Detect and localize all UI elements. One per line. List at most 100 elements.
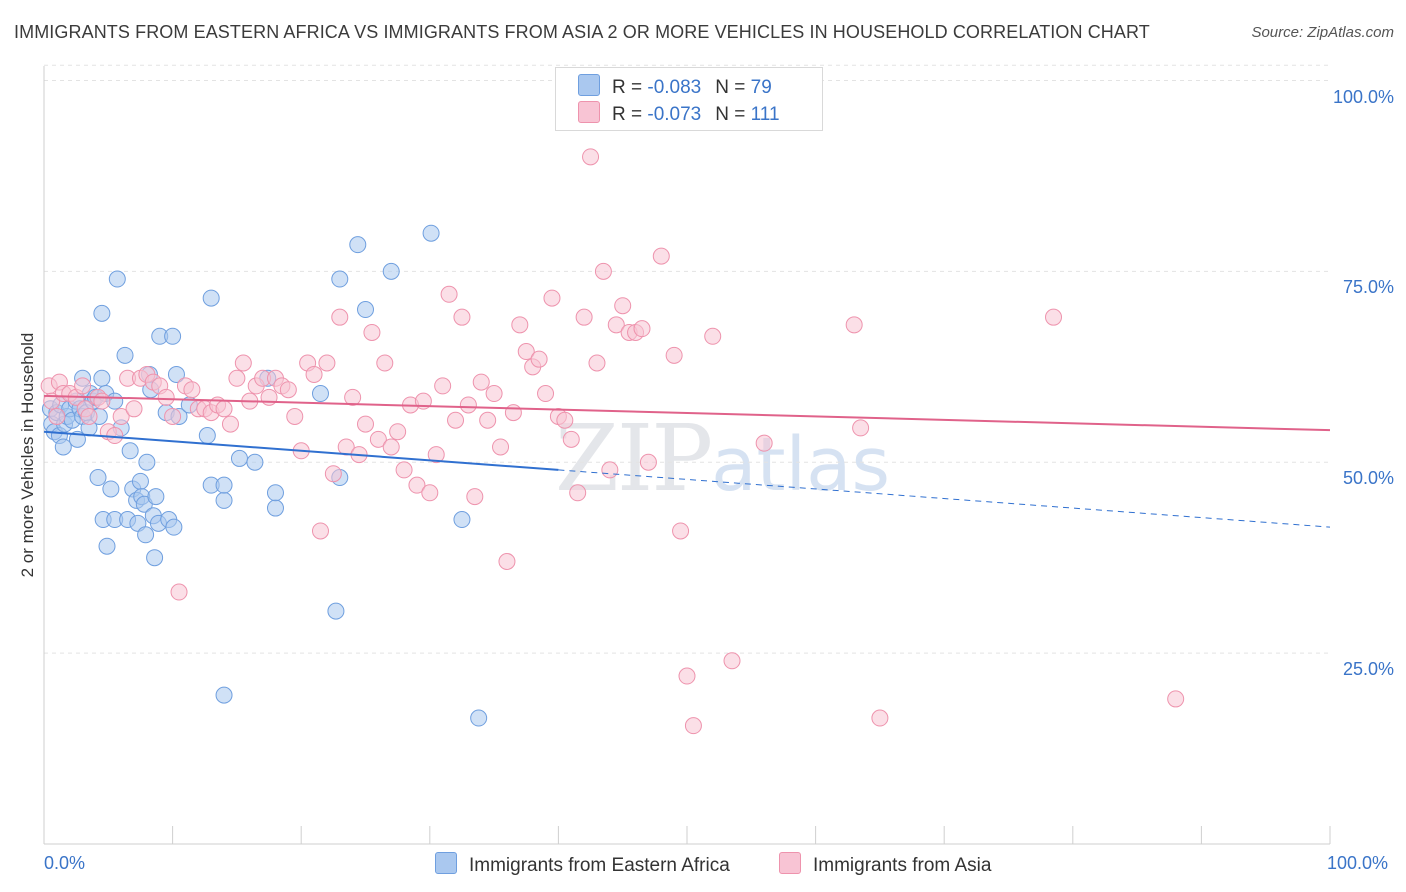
data-point-asia [517, 343, 535, 361]
data-point-asia [440, 285, 458, 303]
data-point-asia [382, 438, 400, 456]
x-tick-label-max: 100.0% [1327, 853, 1389, 873]
data-point-asia [562, 430, 580, 448]
data-point-asia [601, 461, 619, 479]
data-point-asia [395, 461, 413, 479]
data-point-asia [215, 400, 233, 418]
data-point-eastern-africa [470, 709, 488, 727]
series-legend: Immigrants from Eastern Africa Immigrant… [0, 852, 1406, 878]
legend-item-eastern-africa[interactable]: Immigrants from Eastern Africa [435, 852, 730, 877]
data-point-asia [279, 381, 297, 399]
data-point-eastern-africa [198, 427, 216, 445]
legend-row-asia: R = -0.073 N = 111 [578, 101, 780, 127]
data-point-asia [324, 465, 342, 483]
legend-swatch-blue [435, 852, 457, 874]
trend-line-asia [43, 394, 1331, 432]
data-point-eastern-africa [93, 369, 111, 387]
correlation-legend: R = -0.083 N = 79 R = -0.073 N = 111 [555, 67, 823, 131]
legend-swatch-blue [578, 74, 600, 96]
legend-row-eastern-africa: R = -0.083 N = 79 [578, 74, 772, 100]
data-point-asia [537, 385, 555, 403]
data-point-asia [485, 385, 503, 403]
data-point-eastern-africa [202, 289, 220, 307]
data-point-asia [639, 453, 657, 471]
data-point-eastern-africa [215, 686, 233, 704]
data-point-eastern-africa [121, 442, 139, 460]
data-point-asia [183, 381, 201, 399]
r-value: -0.073 [647, 104, 702, 125]
data-point-asia [228, 369, 246, 387]
data-point-asia [311, 522, 329, 540]
data-point-eastern-africa [146, 549, 164, 567]
data-point-asia [1167, 690, 1185, 708]
data-point-asia [569, 484, 587, 502]
data-point-asia [453, 308, 471, 326]
data-point-asia [170, 583, 188, 601]
data-point-eastern-africa [102, 480, 120, 498]
data-point-asia [479, 411, 497, 429]
data-point-asia [504, 404, 522, 422]
r-label: R = [612, 77, 648, 98]
data-point-asia [607, 316, 625, 334]
data-point-eastern-africa [54, 438, 72, 456]
n-label: N = [715, 104, 751, 125]
data-point-asia [633, 320, 651, 338]
data-point-eastern-africa [137, 526, 155, 544]
r-value: -0.083 [647, 77, 702, 98]
legend-item-asia[interactable]: Immigrants from Asia [779, 852, 991, 877]
data-point-eastern-africa [327, 602, 345, 620]
data-point-asia [447, 411, 465, 429]
y-tick-label: 100.0% [1332, 86, 1394, 107]
data-point-asia [472, 373, 490, 391]
source-note: Source: ZipAtlas.com [1251, 24, 1394, 41]
y-tick-label: 75.0% [1342, 277, 1394, 298]
data-point-asia [704, 327, 722, 345]
data-point-asia [852, 419, 870, 437]
data-point-asia [408, 476, 426, 494]
data-point-asia [157, 388, 175, 406]
data-point-eastern-africa [164, 327, 182, 345]
data-point-asia [672, 522, 690, 540]
y-tick-label: 25.0% [1342, 659, 1394, 680]
data-point-asia [543, 289, 561, 307]
data-point-asia [1045, 308, 1063, 326]
data-point-eastern-africa [266, 499, 284, 517]
data-point-eastern-africa [98, 537, 116, 555]
data-point-asia [845, 316, 863, 334]
data-point-asia [755, 434, 773, 452]
data-point-asia [421, 484, 439, 502]
legend-swatch-pink [578, 101, 600, 123]
data-point-asia [112, 407, 130, 425]
data-point-eastern-africa [311, 385, 329, 403]
data-point-asia [575, 308, 593, 326]
data-point-asia [234, 354, 252, 372]
data-point-asia [357, 415, 374, 433]
data-point-eastern-africa [246, 453, 264, 471]
trend-line-eastern-africa-extension [558, 469, 1331, 528]
data-point-asia [221, 415, 239, 433]
data-point-eastern-africa [422, 224, 440, 242]
chart-title: IMMIGRANTS FROM EASTERN AFRICA VS IMMIGR… [14, 22, 1150, 42]
data-point-asia [389, 423, 407, 441]
n-value: 79 [750, 77, 772, 98]
data-point-eastern-africa [138, 453, 156, 471]
data-point-eastern-africa [215, 476, 233, 494]
data-point-asia [331, 308, 349, 326]
data-point-asia [369, 430, 387, 448]
data-point-asia [594, 262, 612, 280]
data-point-eastern-africa [349, 236, 367, 254]
data-point-asia [344, 388, 362, 406]
data-point-asia [684, 717, 702, 735]
data-point-asia [363, 323, 381, 341]
data-point-asia [665, 346, 683, 364]
r-label: R = [612, 104, 648, 125]
data-point-eastern-africa [266, 484, 284, 502]
data-point-asia [318, 354, 336, 372]
data-point-asia [466, 488, 484, 506]
data-point-eastern-africa [230, 449, 248, 467]
data-point-asia [723, 652, 741, 670]
data-point-asia [286, 407, 304, 425]
data-point-asia [93, 392, 111, 410]
data-point-asia [48, 407, 66, 425]
